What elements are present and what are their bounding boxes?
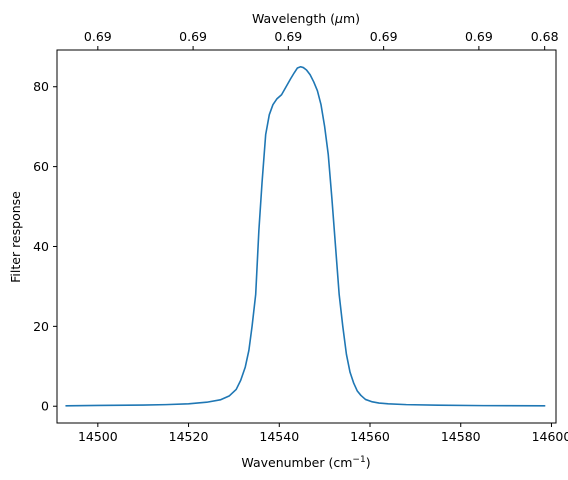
x-tick-label: 14540 — [259, 429, 299, 444]
y-tick-label: 20 — [33, 319, 49, 334]
top-x-tick-label: 0.69 — [84, 29, 112, 44]
plot-layer — [65, 65, 546, 407]
x-tick-label: 14520 — [169, 429, 209, 444]
x-tick-label: 14560 — [350, 429, 390, 444]
x-tick-label: 14580 — [441, 429, 481, 444]
y-tick-label: 80 — [33, 79, 49, 94]
plot-frame — [56, 49, 557, 424]
x-tick-label: 14500 — [78, 429, 118, 444]
x-tick-label: 14600 — [532, 429, 568, 444]
top-x-tick-label: 0.69 — [274, 29, 302, 44]
top-x-axis-label: Wavelength (μm) — [252, 11, 360, 26]
y-tick-label: 40 — [33, 239, 49, 254]
y-tick-label: 0 — [41, 399, 49, 414]
top-x-tick-label: 0.69 — [179, 29, 207, 44]
x-axis-label-superscript: −1 — [352, 455, 365, 465]
x-axis-label: Wavenumber (cm−1) — [241, 455, 370, 470]
top-x-tick-label: 0.69 — [465, 29, 493, 44]
mu-symbol: μ — [334, 11, 343, 26]
y-tick-label: 60 — [33, 159, 49, 174]
top-x-tick-label: 0.68 — [531, 29, 559, 44]
filter-response-line — [65, 65, 546, 407]
tick-layer: 14500 14520 14540 14560 14580 14600 0 20 40 60 80 0… — [33, 29, 568, 444]
y-axis-label: Filter response — [8, 191, 23, 283]
top-x-tick-label: 0.69 — [370, 29, 398, 44]
